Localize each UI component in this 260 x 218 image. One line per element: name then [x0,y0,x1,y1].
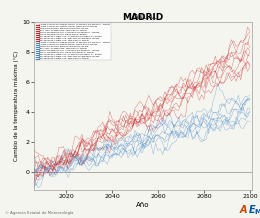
Text: © Agencia Estatal de Meteorología: © Agencia Estatal de Meteorología [5,211,74,215]
Legend: CNRM-CAMS4CS-CNRM-CM5h, Cl.Mcanu-CO.Maxn n², RCPm, CNRM-CAMS4CS-CNRM-CM5b, TB44-: CNRM-CAMS4CS-CNRM-CM5h, Cl.Mcanu-CO.Maxn… [35,23,111,60]
X-axis label: Año: Año [136,202,150,208]
Text: A: A [239,205,247,215]
Title: MADRID: MADRID [122,13,164,22]
Text: ANUAL: ANUAL [134,14,158,20]
Y-axis label: Cambio de la temperatura máxima (°C): Cambio de la temperatura máxima (°C) [14,51,19,161]
Text: Met: Met [254,209,260,215]
Text: E: E [248,205,255,215]
